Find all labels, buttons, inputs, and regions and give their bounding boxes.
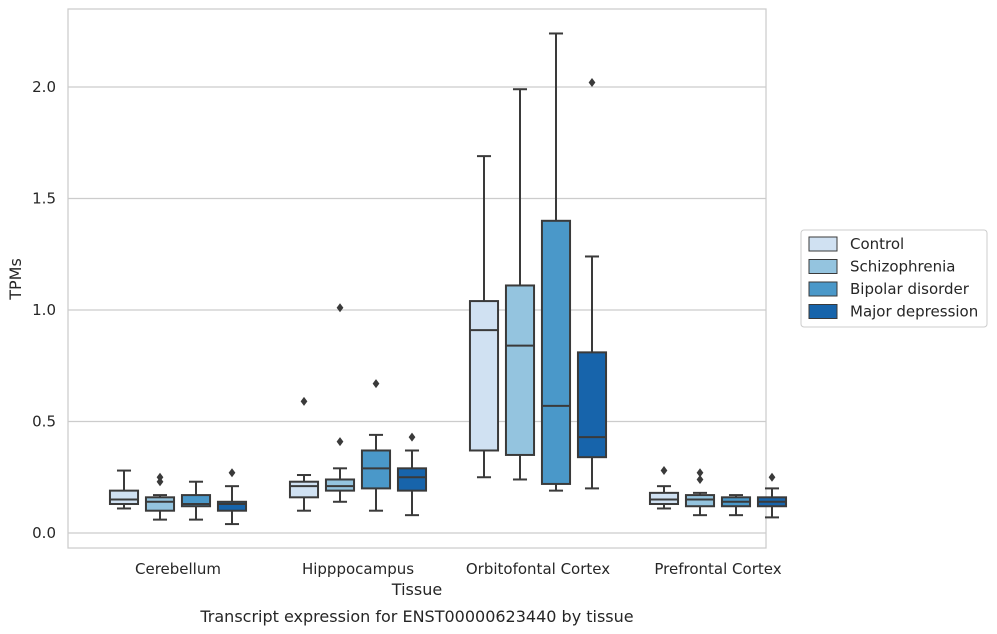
plot-area-frame	[67, 8, 767, 549]
y-axis-label: TPMs	[6, 258, 25, 301]
box-schizophrenia	[324, 303, 356, 503]
box-schizophrenia	[144, 472, 176, 521]
box-body	[288, 480, 320, 499]
box-body	[504, 284, 536, 456]
box-bipolar-disorder	[180, 480, 212, 521]
outlier-point	[696, 468, 704, 478]
x-tick-label: Orbitofontal Cortex	[466, 560, 610, 578]
y-tick-label: 2.0	[32, 78, 56, 96]
outlier-point	[660, 466, 668, 476]
box-major-depression	[756, 472, 788, 519]
box-bipolar-disorder	[720, 494, 752, 517]
legend-swatch	[808, 281, 838, 297]
box-body	[108, 489, 140, 506]
box-body	[216, 500, 248, 512]
box-marks	[108, 32, 788, 526]
box-major-depression	[216, 468, 248, 526]
box-body	[144, 496, 176, 512]
legend-swatch	[808, 304, 838, 319]
x-tick-label: Prefrontal Cortex	[654, 560, 781, 578]
legend-label: Schizophrenia	[850, 258, 955, 276]
box-control	[648, 466, 680, 510]
legend-frame	[800, 229, 988, 328]
box-body	[180, 494, 212, 508]
box-body	[396, 467, 428, 492]
y-tick-label: 1.5	[32, 190, 56, 208]
x-axis-ticks: Cerebellum Hipppocampus Orbitofontal Corte…	[135, 560, 782, 578]
box-major-depression	[396, 432, 428, 517]
outlier-point	[228, 468, 236, 478]
box-control	[468, 155, 500, 479]
box-body	[324, 478, 356, 492]
outlier-point	[300, 396, 308, 406]
box-body	[684, 494, 716, 508]
box-schizophrenia	[684, 468, 716, 517]
y-tick-label: 1.0	[32, 301, 56, 319]
box-bipolar-disorder	[540, 32, 572, 492]
legend-label: Major depression	[850, 303, 978, 321]
box-control	[108, 469, 140, 510]
y-tick-label: 0.0	[32, 524, 56, 542]
box-control	[288, 396, 320, 512]
outlier-point	[336, 303, 344, 313]
outlier-point	[156, 472, 164, 482]
outlier-point	[408, 432, 416, 442]
outlier-point	[588, 78, 596, 88]
outlier-point	[768, 472, 776, 482]
y-axis-ticks: 0.0 0.5 1.0 1.5 2.0	[32, 78, 56, 542]
outlier-point	[336, 437, 344, 447]
box-schizophrenia	[504, 88, 536, 481]
box-major-depression	[576, 78, 608, 490]
box-body	[540, 219, 572, 485]
legend-swatch	[808, 259, 838, 274]
legend-label: Bipolar disorder	[850, 280, 970, 298]
gridlines	[68, 86, 766, 534]
x-tick-label: Cerebellum	[135, 560, 221, 578]
box-body	[648, 491, 680, 506]
outlier-point	[372, 379, 380, 389]
x-tick-label: Hipppocampus	[302, 560, 414, 578]
box-body	[576, 351, 608, 459]
box-body	[468, 300, 500, 452]
outlier-point	[696, 474, 704, 484]
y-tick-label: 0.5	[32, 413, 56, 431]
legend: Control Schizophrenia Bipolar disorder Majo…	[800, 229, 988, 328]
box-bipolar-disorder	[360, 379, 392, 512]
box-body	[360, 449, 392, 490]
legend-swatch	[808, 236, 838, 252]
legend-label: Control	[850, 235, 904, 253]
x-axis-label: Tissue	[391, 580, 442, 599]
chart-caption: Transcript expression for ENST0000062344…	[199, 607, 633, 626]
